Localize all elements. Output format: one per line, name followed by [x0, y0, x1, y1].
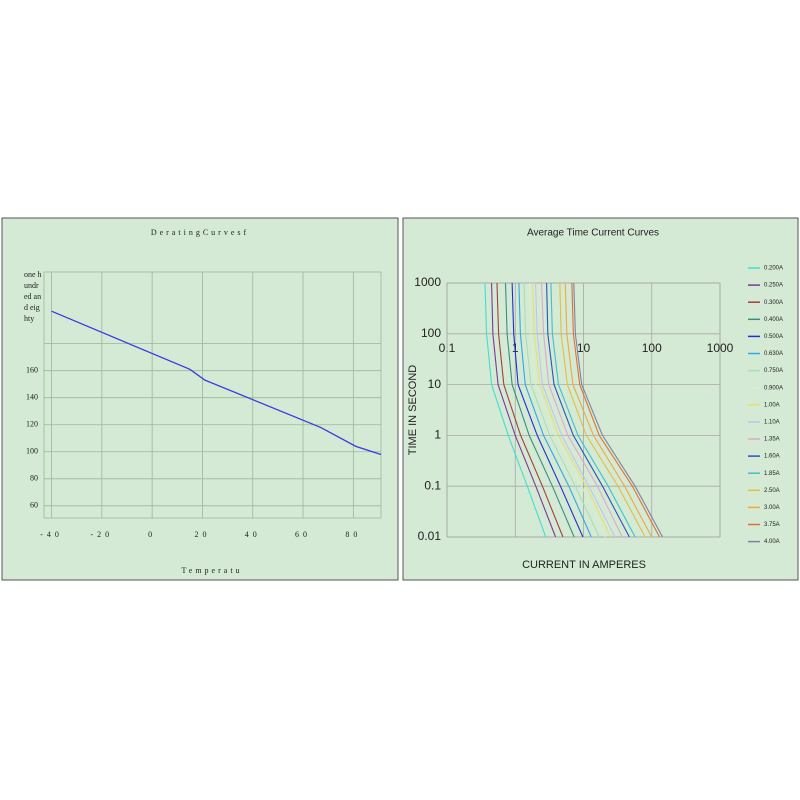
- series-line: [484, 282, 547, 538]
- legend-label: 0.400A: [764, 317, 783, 323]
- y-tick-label: 1: [434, 428, 441, 442]
- legend-label: 0.750A: [764, 368, 783, 374]
- series-line: [518, 282, 592, 538]
- legend-label: 1.10A: [764, 419, 780, 425]
- legend-label: 4.00A: [764, 539, 780, 545]
- y-tick-label: 0.01: [418, 529, 442, 543]
- y-tick-label: 0.1: [424, 478, 441, 492]
- legend-label: 3.00A: [764, 505, 780, 511]
- x-axis-label: CURRENT IN AMPERES: [522, 559, 646, 571]
- legend-label: 0.250A: [764, 283, 783, 289]
- x-tick-label: 100: [642, 341, 662, 355]
- series-line: [564, 282, 653, 538]
- legend-label: 0.300A: [764, 300, 783, 306]
- y-tick-label: 100: [421, 326, 441, 340]
- y-tick-label: 140: [26, 393, 38, 402]
- plot-frame: [446, 282, 721, 538]
- y-tick-label: 120: [26, 420, 38, 429]
- legend-label: 0.200A: [764, 266, 783, 272]
- series-line: [496, 282, 564, 538]
- x-tick-label: 20: [194, 530, 210, 539]
- derating-chart: DeratingCurvesf Temperatu 60 80 100 120 140 160…: [24, 228, 382, 575]
- y-tick-label: 10: [428, 377, 442, 391]
- plot-frame: [43, 271, 382, 519]
- legend-label: 0.630A: [764, 351, 783, 357]
- chart-title: Average Time Current Curves: [527, 228, 659, 239]
- series-line: [546, 282, 630, 538]
- time-current-chart: Average Time Current Curves CURRENT IN AM…: [407, 228, 783, 571]
- data-line: [51, 310, 382, 456]
- y-tick-label: 160: [26, 365, 38, 374]
- right-panel: [402, 217, 799, 581]
- legend-label: 1.35A: [764, 437, 780, 443]
- series-line: [491, 282, 557, 538]
- x-tick-label: 0: [148, 530, 156, 539]
- left-panel: [1, 217, 399, 581]
- y-tick-label: 60: [30, 501, 38, 510]
- legend-label: 1.00A: [764, 402, 780, 408]
- y-tick-label: 1000: [414, 275, 441, 289]
- legend-label: 3.75A: [764, 522, 780, 528]
- series-line: [541, 282, 623, 538]
- series-line: [511, 282, 584, 538]
- series-line: [571, 282, 661, 538]
- series-line: [532, 282, 612, 538]
- x-tick-label: 80: [345, 530, 361, 539]
- y-tick-label: 80: [30, 474, 38, 483]
- series-line: [559, 282, 646, 538]
- y-tick-label: 100: [26, 447, 38, 456]
- x-tick-label: -20: [91, 530, 114, 539]
- x-axis-label: Temperatu: [181, 566, 242, 575]
- legend-label: 1.60A: [764, 454, 780, 460]
- y-tick-label-text: one hundred and eighty: [24, 269, 42, 323]
- x-tick-label: -40: [40, 530, 63, 539]
- legend-label: 0.900A: [764, 385, 783, 391]
- series-line: [504, 282, 575, 538]
- x-tick-label: 60: [295, 530, 311, 539]
- series-line: [528, 282, 606, 538]
- legend-label: 1.85A: [764, 471, 780, 477]
- y-axis-label: TIME IN SECOND: [407, 365, 419, 456]
- series-line: [534, 282, 616, 538]
- series-line: [523, 282, 600, 538]
- series-line: [573, 282, 664, 538]
- x-tick-label: 40: [245, 530, 261, 539]
- series-line: [550, 282, 636, 538]
- x-tick-label: 10: [577, 341, 591, 355]
- y-tick-label: one hundred and eighty: [24, 269, 42, 323]
- chart-title: DeratingCurvesf: [151, 228, 249, 237]
- legend-label: 2.50A: [764, 488, 780, 494]
- legend-label: 0.500A: [764, 334, 783, 340]
